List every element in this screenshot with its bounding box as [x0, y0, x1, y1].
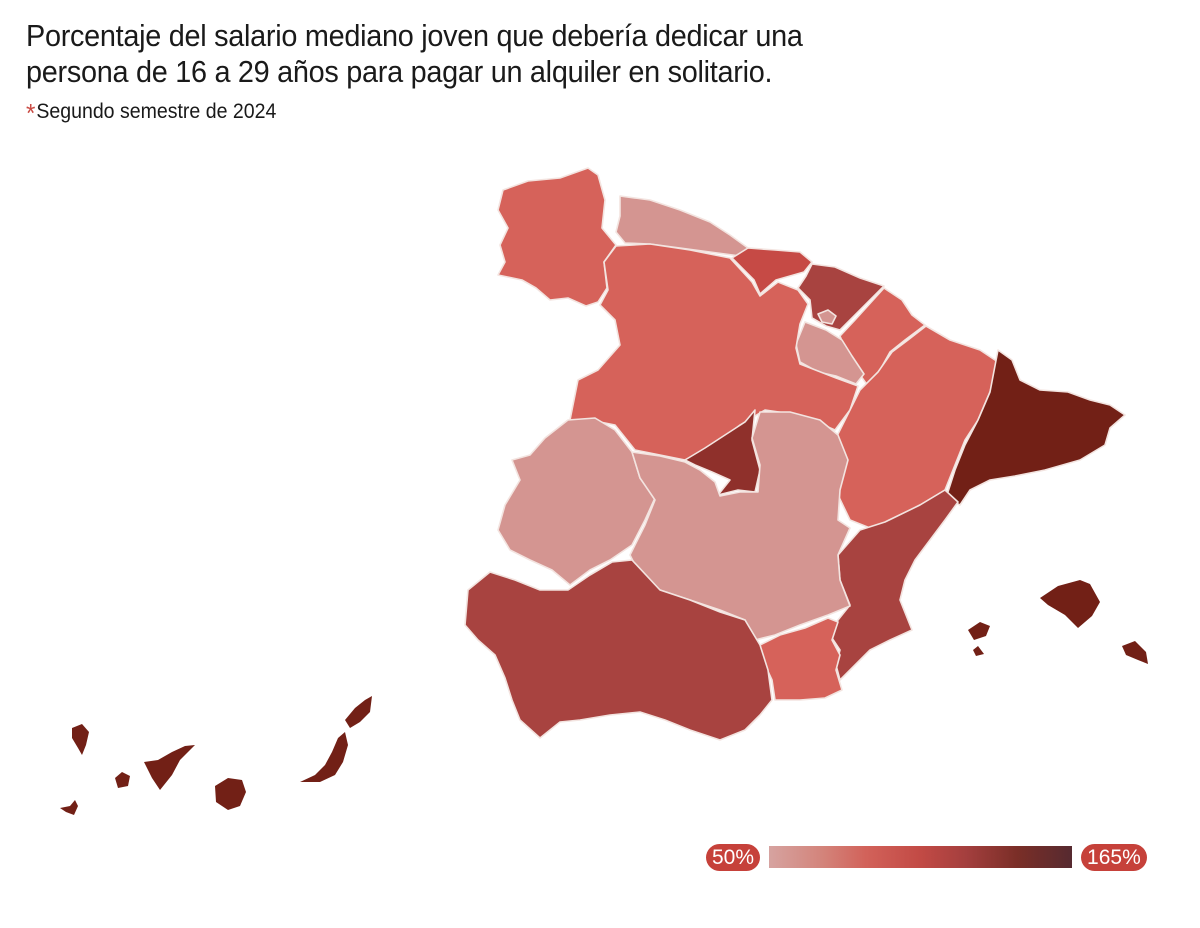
region-cataluna[interactable] [945, 349, 1126, 506]
region-canarias-la-gomera[interactable] [115, 772, 130, 788]
region-trevino-enclave [817, 309, 837, 325]
region-cantabria[interactable] [731, 247, 813, 295]
region-andalucia[interactable] [464, 559, 773, 741]
region-galicia[interactable] [497, 167, 617, 307]
asterisk-marker: * [26, 98, 36, 128]
region-canarias-fuerteventura[interactable] [300, 732, 348, 782]
color-scale-legend: 50% 165% [706, 843, 1147, 871]
legend-gradient-bar [769, 846, 1073, 868]
legend-max-label: 165% [1081, 843, 1147, 871]
region-canarias-tenerife[interactable] [144, 745, 195, 790]
region-baleares-formentera[interactable] [973, 646, 984, 656]
region-baleares-menorca[interactable] [1122, 641, 1148, 664]
region-baleares-mallorca[interactable] [1040, 580, 1100, 628]
subtitle-text: Segundo semestre de 2024 [36, 100, 277, 123]
region-canarias-lanzarote[interactable] [345, 696, 372, 728]
region-murcia[interactable] [759, 617, 843, 701]
legend-min-label: 50% [706, 843, 761, 871]
region-canarias-gran-canaria[interactable] [215, 778, 246, 810]
region-madrid[interactable] [684, 409, 761, 496]
region-baleares-ibiza[interactable] [968, 622, 990, 640]
region-canarias-el-hierro[interactable] [60, 800, 78, 815]
chart-title: Porcentaje del salario mediano joven que… [26, 18, 803, 89]
chart-subtitle: *Segundo semestre de 2024 [26, 98, 276, 129]
region-asturias[interactable] [615, 195, 749, 257]
region-canarias-la-palma[interactable] [72, 724, 89, 755]
